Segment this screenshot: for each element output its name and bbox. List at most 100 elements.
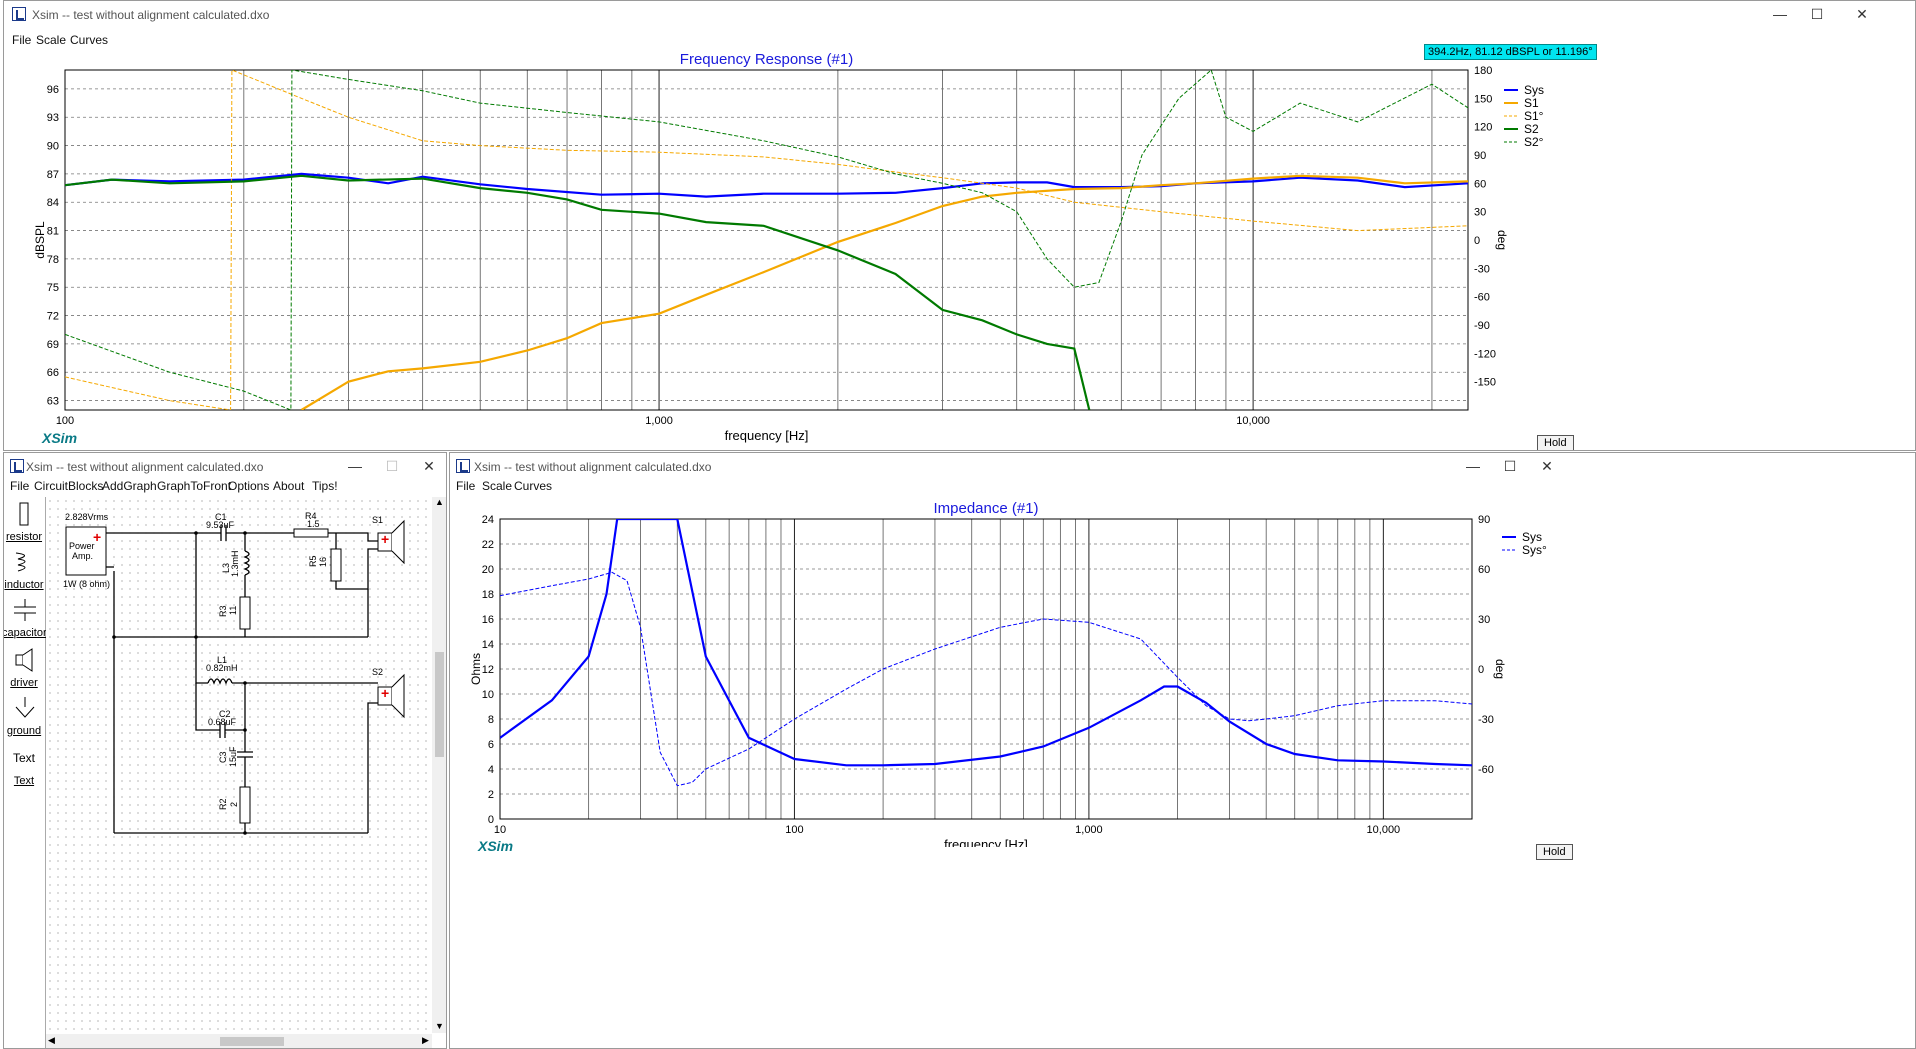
legend-label: Sys° — [1522, 543, 1547, 557]
close-icon[interactable]: ✕ — [423, 458, 435, 474]
menu-about[interactable]: About — [273, 479, 305, 493]
s2-speaker: + — [377, 673, 405, 719]
minimize-icon[interactable]: — — [1773, 6, 1787, 22]
series-line-s1 — [300, 174, 1468, 410]
y2-tick-label: 90 — [1474, 150, 1486, 162]
tool-capacitor[interactable]: capacitor — [3, 627, 47, 639]
title-bar[interactable]: Xsim -- test without alignment calculate… — [4, 1, 1915, 31]
tool-driver[interactable]: driver — [10, 677, 38, 689]
tool-text-box[interactable]: Text — [12, 751, 35, 765]
chart-title: Impedance (#1) — [933, 500, 1038, 517]
y-tick-label: 63 — [47, 396, 59, 408]
maximize-icon[interactable]: ☐ — [385, 458, 399, 474]
menu-curves[interactable]: Curves — [514, 479, 553, 493]
chart-title: Frequency Response (#1) — [680, 51, 853, 68]
tool-ground[interactable]: ground — [6, 725, 42, 737]
menu-file[interactable]: File — [12, 33, 32, 47]
minimize-icon[interactable]: — — [348, 458, 362, 474]
menu-scale[interactable]: Scale — [36, 33, 67, 47]
horizontal-scrollbar[interactable]: ◀ ▶ — [46, 1034, 432, 1048]
frequency-response-chart[interactable]: 63 66 69 72 75 78 81 84 87 90 93 96 -150 -120 -90 -60 -3… — [4, 46, 1916, 446]
x-axis-label: frequency [Hz] — [944, 837, 1028, 847]
y-tick-label: 16 — [482, 614, 494, 626]
menu-addgraph[interactable]: AddGraph — [102, 479, 157, 493]
series-line-sys-phase — [500, 571, 1472, 787]
y2-tick-label: 60 — [1474, 178, 1486, 190]
amp-rating-label: 1W (8 ohm) — [63, 579, 110, 589]
scroll-left-icon[interactable]: ◀ — [48, 1035, 55, 1045]
r2-resistor — [239, 786, 251, 824]
vertical-scroll-thumb[interactable] — [435, 652, 444, 757]
scroll-right-icon[interactable]: ▶ — [422, 1035, 429, 1045]
source-voltage-label: 2.828Vrms — [65, 512, 109, 522]
menu-scale[interactable]: Scale — [482, 479, 513, 493]
plus-terminal: + — [381, 685, 389, 701]
tool-text[interactable]: Text — [13, 775, 35, 787]
r2-label: R2 — [218, 798, 228, 810]
close-icon[interactable]: ✕ — [1541, 458, 1553, 474]
horizontal-scroll-thumb[interactable] — [220, 1037, 284, 1046]
amp-label-1: Power — [69, 541, 95, 551]
y-tick-label: 96 — [47, 84, 59, 96]
tool-inductor[interactable]: inductor — [4, 579, 44, 591]
junction — [243, 831, 247, 835]
close-icon[interactable]: ✕ — [1856, 6, 1868, 22]
wire — [195, 683, 220, 731]
y-tick-label: 90 — [47, 141, 59, 153]
y2-tick-label: 120 — [1474, 122, 1492, 134]
y-tick-label: 84 — [47, 197, 59, 209]
hold-button[interactable]: Hold — [1536, 844, 1573, 860]
y2-tick-label: -60 — [1474, 292, 1490, 304]
menu-options[interactable]: Options — [228, 479, 270, 493]
menu-file[interactable]: File — [456, 479, 476, 493]
menu-file[interactable]: File — [10, 479, 30, 493]
inductor-tool-icon[interactable] — [12, 549, 38, 575]
s2-label: S2 — [372, 667, 383, 677]
driver-tool-icon[interactable] — [12, 647, 38, 673]
y-tick-label: 75 — [47, 282, 59, 294]
menu-curves[interactable]: Curves — [70, 33, 109, 47]
y-tick-label: 20 — [482, 564, 494, 576]
capacitor-tool-icon[interactable] — [12, 597, 38, 623]
hold-button[interactable]: Hold — [1537, 435, 1574, 450]
minimize-icon[interactable]: — — [1466, 458, 1480, 474]
maximize-icon[interactable]: ☐ — [1810, 6, 1824, 22]
l1-value: 0.82mH — [206, 663, 238, 673]
resistor-tool-icon[interactable] — [16, 501, 32, 527]
menu-circuitblocks[interactable]: CircuitBlocks — [34, 479, 104, 493]
circuit-title-bar[interactable]: Xsim -- test without alignment calculate… — [4, 453, 446, 483]
amp-plus-icon: + — [93, 529, 101, 545]
y2-axis-label: deg — [1495, 230, 1509, 250]
wire — [335, 548, 378, 590]
impedance-title-bar[interactable]: Xsim -- test without alignment calculate… — [450, 453, 1915, 483]
vertical-scrollbar[interactable]: ▲ ▼ — [432, 497, 446, 1033]
c2-label: C2 — [219, 709, 231, 719]
menu-tips[interactable]: Tips! — [312, 479, 338, 493]
x-tick-label: 100 — [785, 824, 803, 836]
y-tick-label: 22 — [482, 539, 494, 551]
scroll-down-icon[interactable]: ▼ — [435, 1021, 444, 1031]
maximize-icon[interactable]: ☐ — [1503, 458, 1517, 474]
schematic-canvas[interactable]: 2.828Vrms Power Amp. +1W (8 ohm) C1 9.53uF R4 1… — [46, 497, 432, 1033]
y-tick-label: 72 — [47, 311, 59, 323]
y2-tick-label: 60 — [1478, 564, 1490, 576]
cursor-readout: 394.2Hz, 81.12 dBSPL or 11.196° — [1424, 44, 1597, 60]
r5-value: 16 — [318, 557, 328, 567]
scroll-up-icon[interactable]: ▲ — [435, 497, 444, 507]
ground-tool-icon[interactable] — [12, 695, 38, 721]
y2-tick-label: 150 — [1474, 93, 1492, 105]
circuit-window: Xsim -- test without alignment calculate… — [3, 452, 447, 1049]
x-axis-label: frequency [Hz] — [725, 428, 809, 443]
menu-graphtofront[interactable]: GraphToFront — [157, 479, 232, 493]
tool-palette: resistor inductor capacitor driver groun… — [3, 497, 47, 1048]
series-line-s1-phase — [65, 70, 1468, 410]
window-title: Xsim -- test without alignment calculate… — [32, 8, 270, 22]
l3-label: L3 — [221, 563, 231, 573]
tool-resistor[interactable]: resistor — [5, 531, 43, 543]
y2-tick-label: 180 — [1474, 65, 1492, 77]
y-tick-label: 2 — [488, 789, 494, 801]
plot-frame — [64, 69, 1469, 411]
y-tick-label: 93 — [47, 112, 59, 124]
